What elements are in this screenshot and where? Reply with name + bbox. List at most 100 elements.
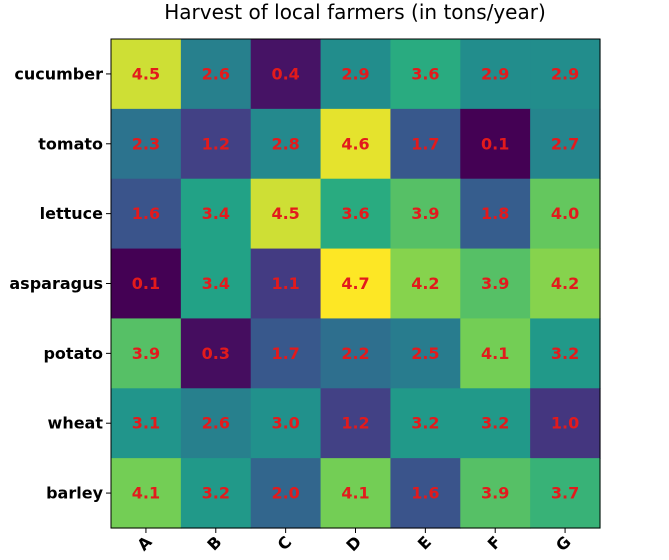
cell-value-label: 4.6	[341, 134, 369, 153]
x-tick-label: E	[414, 532, 435, 553]
cell-value-label: 4.7	[341, 274, 369, 293]
cell-value-label: 0.4	[271, 64, 299, 83]
cell-value-label: 2.7	[551, 134, 579, 153]
heatmap-cell	[250, 248, 322, 320]
cell-value-label: 3.7	[551, 484, 579, 503]
heatmap-cell	[460, 388, 531, 459]
cell-value-label: 3.9	[481, 274, 509, 293]
cell-value-label: 3.2	[481, 414, 509, 433]
cell-value-label: 3.2	[411, 414, 439, 433]
cell-value-label: 3.2	[551, 344, 579, 363]
heatmap-cell	[250, 388, 322, 459]
cell-value-label: 3.4	[202, 204, 230, 223]
cell-value-label: 1.6	[411, 484, 439, 503]
cell-value-label: 1.6	[132, 204, 160, 223]
heatmap-cell	[250, 39, 322, 110]
cell-value-label: 4.1	[132, 484, 160, 503]
heatmap-cell	[390, 39, 461, 110]
heatmap-cell	[180, 248, 252, 320]
heatmap-cell	[320, 39, 392, 110]
heatmap-cell	[390, 388, 461, 459]
heatmap-cell	[460, 39, 531, 110]
cell-value-label: 1.2	[202, 134, 230, 153]
cell-value-label: 2.9	[481, 64, 509, 83]
y-tick-label: lettuce	[40, 204, 104, 223]
y-tick-label: asparagus	[9, 274, 103, 293]
heatmap-cell	[180, 318, 252, 389]
cell-value-label: 1.7	[411, 134, 439, 153]
cell-value-label: 3.6	[411, 64, 439, 83]
heatmap-cell	[460, 178, 531, 250]
cell-value-label: 2.9	[551, 64, 579, 83]
heatmap-cell	[111, 248, 182, 320]
chart-title: Harvest of local farmers (in tons/year)	[164, 0, 546, 24]
cell-value-label: 3.9	[132, 344, 160, 363]
heatmap-cell	[250, 318, 322, 389]
heatmap-cell	[111, 178, 182, 250]
heatmap-cell	[111, 458, 182, 529]
cell-value-label: 4.1	[341, 484, 369, 503]
heatmap-cell	[530, 388, 601, 459]
x-tick-label: G	[552, 532, 575, 555]
cell-value-label: 1.2	[341, 414, 369, 433]
cell-value-label: 0.3	[202, 344, 230, 363]
heatmap-cell	[320, 248, 392, 320]
x-tick-label: D	[342, 532, 365, 555]
x-tick-label: C	[274, 532, 296, 554]
cell-value-label: 2.0	[271, 484, 299, 503]
heatmap-cell	[460, 108, 531, 180]
heatmap-cell	[111, 388, 182, 459]
y-tick-label: barley	[46, 484, 103, 503]
cell-value-label: 2.8	[271, 134, 299, 153]
heatmap-cell	[111, 39, 182, 110]
heatmap-cell	[390, 318, 461, 389]
y-tick-label: cucumber	[14, 64, 103, 83]
heatmap-cell	[390, 248, 461, 320]
cell-value-label: 1.0	[551, 414, 579, 433]
heatmap-cell	[460, 318, 531, 389]
cell-value-label: 3.6	[341, 204, 369, 223]
cell-value-label: 2.9	[341, 64, 369, 83]
x-tick-label: F	[484, 532, 505, 553]
heatmap-cell	[320, 108, 392, 180]
heatmap-cell	[530, 178, 601, 250]
cell-value-label: 2.6	[202, 64, 230, 83]
x-tick-label: B	[203, 532, 225, 554]
heatmap-cell	[530, 108, 601, 180]
heatmap-cell	[250, 108, 322, 180]
x-tick-label: A	[133, 532, 156, 555]
cell-value-label: 1.8	[481, 204, 509, 223]
heatmap-cell	[460, 248, 531, 320]
heatmap-cell	[320, 318, 392, 389]
cell-value-label: 2.6	[202, 414, 230, 433]
heatmap-cell	[530, 248, 601, 320]
heatmap-cell	[250, 178, 322, 250]
cell-value-label: 1.1	[271, 274, 299, 293]
heatmap-cell	[390, 108, 461, 180]
cell-value-label: 0.1	[132, 274, 160, 293]
heatmap-cell	[390, 178, 461, 250]
cell-value-label: 1.7	[271, 344, 299, 363]
cell-value-label: 2.3	[132, 134, 160, 153]
heatmap-cell	[390, 458, 461, 529]
heatmap-cell	[530, 39, 601, 110]
heatmap-cell	[111, 318, 182, 389]
cell-value-label: 4.5	[271, 204, 299, 223]
y-tick-label: wheat	[48, 414, 104, 433]
cell-value-label: 4.0	[551, 204, 579, 223]
heatmap-cells	[111, 39, 601, 529]
heatmap-cell	[180, 39, 252, 110]
cell-value-label: 3.0	[271, 414, 299, 433]
heatmap-cell	[530, 458, 601, 529]
cell-value-label: 4.2	[411, 274, 439, 293]
cell-value-label: 3.1	[132, 414, 160, 433]
heatmap-cell	[180, 458, 252, 529]
cell-value-label: 4.5	[132, 64, 160, 83]
cell-value-label: 4.2	[551, 274, 579, 293]
x-axis: A B C D E F G	[133, 528, 575, 555]
heatmap-cell	[320, 178, 392, 250]
heatmap-cell	[250, 458, 322, 529]
heatmap-cell	[180, 178, 252, 250]
